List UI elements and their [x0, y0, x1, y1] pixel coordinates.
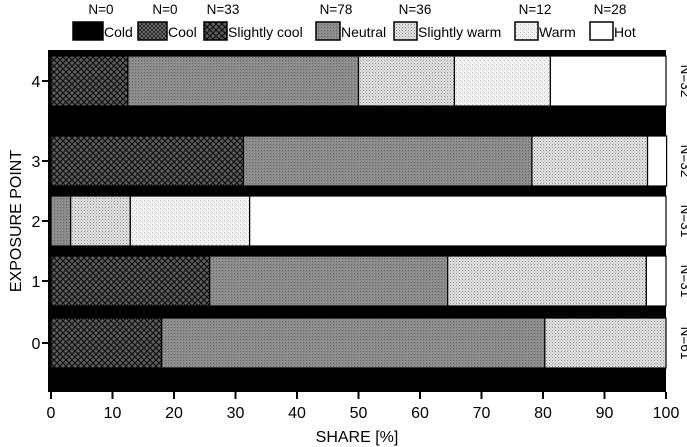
legend-swatch-slightly-warm [393, 21, 418, 41]
bar-totals: N=32 N=32 N=31 N=31 N=61 [678, 65, 687, 360]
legend-label: Cool [168, 24, 197, 40]
legend-label: Cold [104, 24, 133, 40]
x-tick-label: 70 [473, 405, 491, 422]
legend-swatch-cool [137, 21, 168, 41]
legend-label: Slightly cool [228, 24, 303, 40]
bar-segment-neutral [242, 135, 533, 187]
y-tick-label: 4 [32, 74, 41, 91]
bar-total-n: N=32 [678, 145, 687, 178]
bar-total-n: N=61 [678, 327, 687, 360]
bar-segment-slightly-warm [447, 255, 647, 307]
legend-label: Hot [614, 24, 636, 40]
y-axis-ticks: 4 3 2 1 0 [32, 74, 48, 353]
legend-swatch-hot [589, 21, 614, 41]
legend-n: N=78 [320, 2, 353, 17]
bar-segment-neutral [50, 195, 72, 247]
x-tick-label: 60 [411, 405, 429, 422]
bar-segment-hot [549, 55, 667, 107]
legend-n: N=36 [399, 2, 432, 17]
legend-n: N=28 [594, 2, 627, 17]
bar-segment-hot [645, 255, 667, 307]
legend-n: N=12 [519, 2, 552, 17]
bar-segment-warm [129, 195, 251, 247]
chart-legend: Cold N=0 Cool N=0 Slightly cool N=33 Neutral N=… [72, 2, 636, 41]
legend-label: Neutral [341, 24, 386, 40]
bar-total-n: N=31 [678, 265, 687, 298]
x-tick-label: 30 [227, 405, 245, 422]
x-tick-label: 100 [653, 405, 680, 422]
bar-segment-slightly-cool [50, 317, 163, 369]
bar-group [50, 55, 668, 369]
x-tick-label: 90 [596, 405, 614, 422]
legend-n: N=0 [152, 2, 177, 17]
x-tick-label: 50 [350, 405, 368, 422]
y-tick-label: 0 [32, 336, 41, 353]
bar-segment-warm [453, 55, 551, 107]
bar-segment-neutral [161, 317, 546, 369]
bar-segment-slightly-cool [50, 255, 211, 307]
x-axis-label: SHARE [%] [316, 429, 399, 446]
x-tick-label: 20 [165, 405, 183, 422]
legend-n: N=0 [88, 2, 113, 17]
bar-segment-hot [249, 195, 667, 247]
bar-segment-slightly-cool [50, 55, 129, 107]
legend-swatch-slightly-cool [203, 21, 228, 41]
bar-segment-slightly-warm [544, 317, 667, 369]
x-tick-label: 0 [47, 405, 56, 422]
x-axis-ticks: 0 10 20 30 40 50 60 70 80 90 100 [47, 392, 680, 422]
bar-segment-neutral [127, 55, 360, 107]
y-tick-label: 2 [32, 214, 41, 231]
y-tick-label: 3 [32, 154, 41, 171]
bar-segment-slightly-warm [70, 195, 131, 247]
legend-swatch-neutral [315, 21, 341, 41]
x-tick-label: 80 [534, 405, 552, 422]
legend-n: N=33 [207, 2, 240, 17]
legend-swatch-cold [72, 21, 104, 41]
bar-segment-slightly-warm [531, 135, 649, 187]
bar-segment-neutral [209, 255, 449, 307]
y-tick-label: 1 [32, 274, 41, 291]
legend-label: Warm [539, 24, 576, 40]
x-tick-label: 10 [104, 405, 122, 422]
x-tick-label: 40 [288, 405, 306, 422]
bar-segment-hot [646, 135, 668, 187]
bar-total-n: N=31 [678, 205, 687, 238]
legend-swatch-warm [514, 21, 539, 41]
y-axis-label: EXPOSURE POINT [8, 150, 25, 292]
bar-segment-slightly-cool [50, 135, 245, 187]
bar-segment-slightly-warm [357, 55, 456, 107]
legend-label: Slightly warm [418, 24, 501, 40]
bar-total-n: N=32 [678, 65, 687, 98]
